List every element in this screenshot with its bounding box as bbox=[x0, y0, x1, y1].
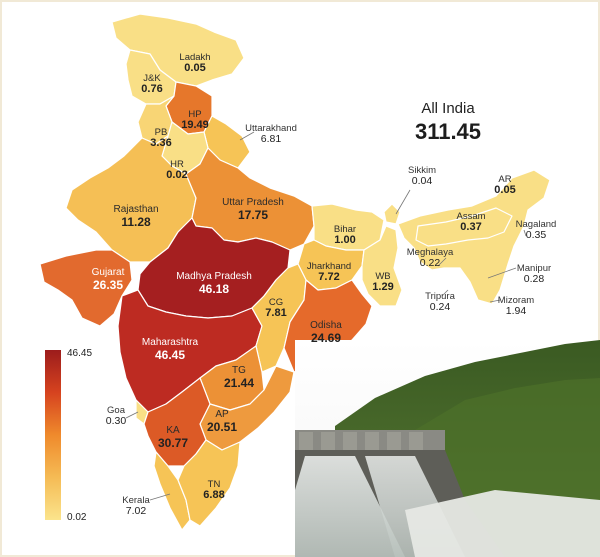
label-manipur: Manipur 0.28 bbox=[516, 263, 552, 285]
label-uttarakhand: Uttarakhand 6.81 bbox=[245, 123, 297, 145]
label-ap: AP 20.51 bbox=[206, 409, 238, 434]
label-nagaland: Nagaland 0.35 bbox=[515, 219, 557, 241]
label-mizoram: Mizoram 1.94 bbox=[497, 295, 535, 317]
label-kerala: Kerala 7.02 bbox=[122, 495, 150, 517]
dam-photo bbox=[295, 340, 600, 557]
label-jk: J&K 0.76 bbox=[141, 73, 163, 95]
region-gujarat bbox=[39, 249, 133, 327]
region-sikkim bbox=[383, 203, 401, 225]
label-ladakh: Ladakh 0.05 bbox=[179, 52, 211, 74]
region-tn bbox=[177, 439, 241, 527]
label-sikkim: Sikkim 0.04 bbox=[408, 165, 436, 187]
label-ka: KA 30.77 bbox=[157, 425, 189, 450]
label-pb: PB 3.36 bbox=[150, 127, 172, 149]
label-ar: AR 0.05 bbox=[494, 174, 516, 196]
label-rajasthan: Rajasthan 11.28 bbox=[113, 204, 159, 229]
label-hr: HR 0.02 bbox=[166, 159, 188, 181]
label-gujarat: Gujarat 26.35 bbox=[91, 267, 125, 292]
all-india-value: 311.45 bbox=[414, 119, 482, 144]
label-mp: Madhya Pradesh 46.18 bbox=[176, 271, 252, 296]
region-wb bbox=[361, 225, 403, 307]
label-jharkhand: Jharkhand 7.72 bbox=[306, 261, 352, 283]
label-meghalaya: Meghalaya 0.22 bbox=[406, 247, 454, 269]
region-kerala bbox=[153, 451, 191, 531]
label-tripura: Tripura 0.24 bbox=[425, 291, 455, 313]
label-tg: TG 21.44 bbox=[223, 365, 255, 390]
all-india-total: All India 311.45 bbox=[398, 100, 498, 145]
label-goa: Goa 0.30 bbox=[105, 405, 127, 427]
label-odisha: Odisha 24.69 bbox=[310, 320, 342, 345]
label-tn: TN 6.88 bbox=[203, 479, 225, 501]
label-bihar: Bihar 1.00 bbox=[333, 224, 357, 246]
label-assam: Assam 0.37 bbox=[456, 211, 486, 233]
label-cg: CG 7.81 bbox=[265, 297, 287, 319]
legend-max-label: 46.45 bbox=[67, 348, 93, 359]
label-wb: WB 1.29 bbox=[372, 271, 394, 293]
legend-color-bar bbox=[45, 350, 61, 520]
all-india-label: All India bbox=[421, 100, 475, 117]
region-assam bbox=[415, 207, 513, 247]
legend-min-label: 0.02 bbox=[67, 512, 87, 523]
label-maharashtra: Maharashtra 46.45 bbox=[141, 337, 199, 362]
label-up: Uttar Pradesh 17.75 bbox=[222, 197, 284, 222]
label-hp: HP 19.49 bbox=[181, 109, 209, 131]
